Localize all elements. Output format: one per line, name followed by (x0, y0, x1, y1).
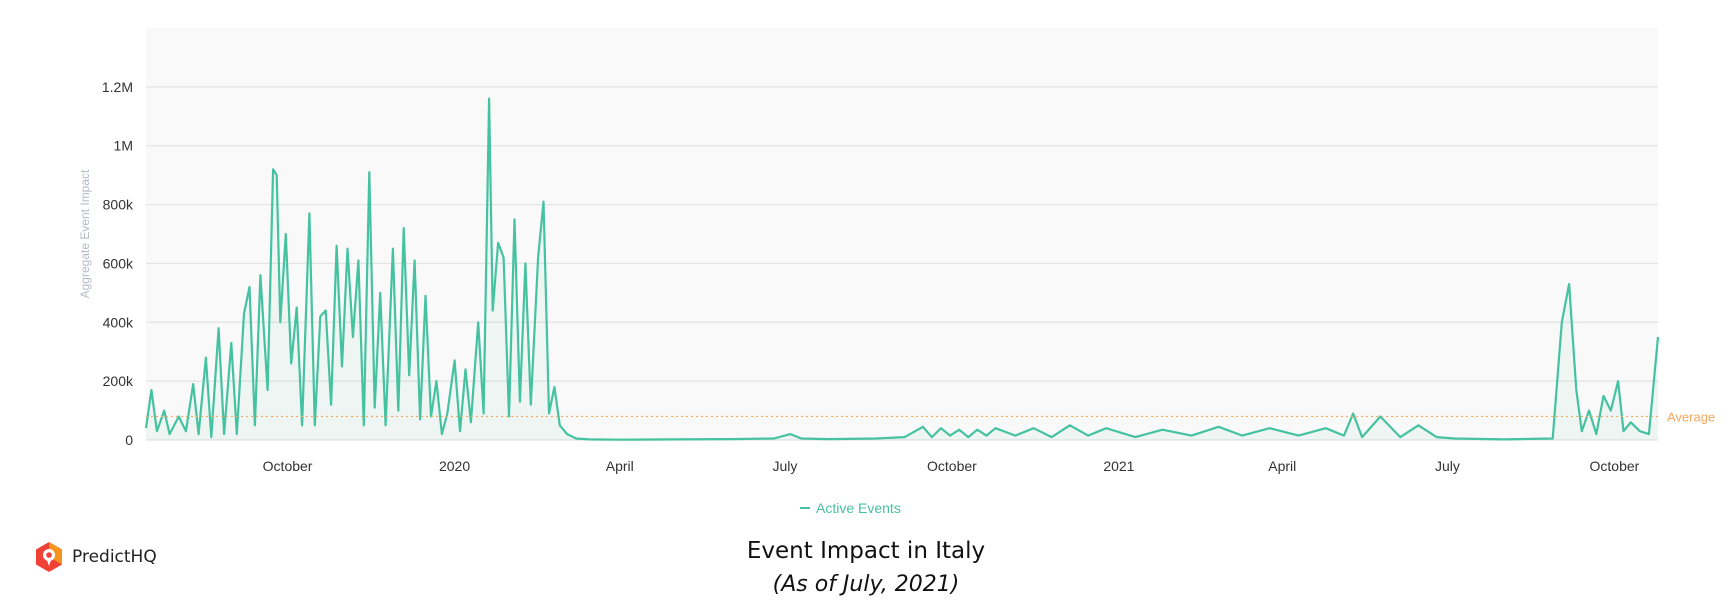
x-tick-label: October (263, 458, 313, 474)
y-tick-label: 400k (103, 314, 134, 330)
y-tick-label: 1.2M (102, 79, 133, 95)
legend-label-active-events: Active Events (816, 500, 901, 516)
series-line-active-events (144, 97, 1660, 441)
x-tick-label: April (1268, 458, 1296, 474)
x-tick-label: October (1590, 458, 1640, 474)
x-tick-label: April (606, 458, 634, 474)
x-tick-label: October (927, 458, 977, 474)
brand-name: PredictHQ (72, 547, 157, 567)
caption-title: Event Impact in Italy (746, 538, 986, 564)
y-axis-label: Aggregate Event Impact (78, 169, 92, 298)
y-tick-label: 1M (114, 138, 133, 154)
x-tick-label: 2021 (1103, 458, 1134, 474)
y-axis-ticks: 0 200k 400k 600k 800k 1M 1.2M (102, 79, 134, 448)
y-tick-label: 200k (103, 373, 134, 389)
y-tick-label: 0 (125, 432, 133, 448)
average-label: Average (1667, 409, 1715, 424)
legend[interactable]: Active Events (800, 500, 901, 516)
x-tick-label: 2020 (439, 458, 470, 474)
series-area-active-events (146, 98, 1658, 440)
y-tick-label: 800k (103, 197, 134, 213)
x-tick-label: July (772, 458, 797, 474)
predicthq-logo-icon (36, 542, 62, 572)
legend-swatch-active-events (800, 507, 810, 509)
event-impact-chart: 0 200k 400k 600k 800k 1M 1.2M October 2020 April… (78, 78, 1716, 474)
y-tick-label: 600k (103, 255, 134, 271)
brand-logo: PredictHQ (34, 541, 157, 573)
x-tick-label: July (1435, 458, 1460, 474)
caption-subtitle: (As of July, 2021) (772, 572, 960, 597)
x-axis-ticks: October 2020 April July October 2021 April July… (263, 458, 1640, 474)
